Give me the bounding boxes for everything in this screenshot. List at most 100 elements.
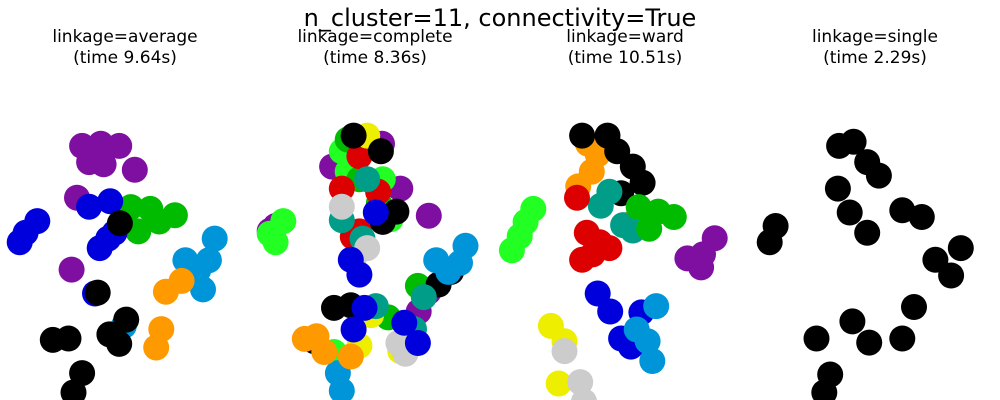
scatter-point bbox=[97, 188, 124, 215]
scatter-point bbox=[551, 338, 578, 365]
scatter-point bbox=[404, 330, 431, 356]
scatter-point bbox=[201, 225, 228, 252]
scatter-point bbox=[106, 210, 133, 237]
scatter-point bbox=[836, 199, 863, 226]
scatter-point bbox=[498, 237, 525, 264]
scatter-point bbox=[571, 388, 597, 400]
scatter-point bbox=[629, 169, 656, 196]
scatter-point bbox=[889, 325, 916, 352]
scatter-point bbox=[545, 370, 572, 397]
scatter-point bbox=[569, 122, 596, 149]
subplot-title: linkage=ward (time 10.51s) bbox=[500, 27, 750, 69]
scatter-point bbox=[856, 329, 883, 356]
subplot-title: linkage=complete (time 8.36s) bbox=[250, 27, 500, 69]
scatter-point bbox=[410, 284, 437, 311]
scatter-point bbox=[391, 309, 418, 336]
scatter-point bbox=[634, 328, 661, 355]
cluster-purple bbox=[674, 225, 728, 281]
scatter-point bbox=[415, 202, 442, 229]
scatter-point bbox=[901, 294, 927, 320]
scatter-point bbox=[195, 247, 222, 274]
subplot-complete: linkage=complete (time 8.36s) bbox=[250, 0, 500, 400]
scatter-point bbox=[447, 249, 473, 276]
scatter-point bbox=[291, 325, 318, 352]
scatter-point bbox=[24, 208, 51, 235]
scatter-point bbox=[340, 316, 367, 343]
scatter-point bbox=[190, 276, 216, 303]
scatter-point bbox=[643, 293, 670, 320]
scatter-point bbox=[824, 175, 851, 202]
scatter-point bbox=[328, 175, 355, 202]
scatter-point bbox=[354, 166, 381, 193]
scatter-point bbox=[60, 379, 87, 400]
subplot-title-linkage: linkage=single bbox=[811, 27, 938, 47]
scatter-point bbox=[690, 241, 716, 268]
scatter-point bbox=[168, 267, 195, 294]
scatter-point bbox=[328, 193, 355, 220]
scatter-point bbox=[811, 379, 838, 400]
scatter-point bbox=[840, 128, 867, 155]
scatter-point bbox=[367, 138, 394, 165]
subplot-average: linkage=average (time 9.64s) bbox=[0, 0, 250, 400]
scatter-point bbox=[569, 246, 596, 273]
scatter-point bbox=[587, 192, 614, 219]
scatter-point bbox=[351, 294, 378, 321]
scatter-point bbox=[337, 343, 364, 370]
scatter-point bbox=[84, 279, 111, 306]
scatter-point bbox=[567, 369, 594, 396]
cluster-purple bbox=[58, 130, 148, 283]
cluster-teal bbox=[587, 178, 646, 244]
scatter-point bbox=[854, 219, 881, 246]
scatter-point bbox=[865, 162, 892, 189]
scatter-point bbox=[270, 208, 297, 235]
scatter-point bbox=[6, 229, 33, 256]
scatter-point bbox=[146, 208, 173, 235]
scatter-point bbox=[660, 204, 687, 230]
scatter-point bbox=[639, 348, 666, 374]
scatter-point bbox=[143, 334, 170, 361]
scatter-point bbox=[385, 330, 412, 356]
scatter-point bbox=[596, 235, 623, 262]
cluster-sky bbox=[623, 293, 670, 374]
cluster-black bbox=[756, 128, 974, 400]
subplot-title-linkage: linkage=average bbox=[52, 27, 198, 47]
scatter-point bbox=[922, 246, 949, 273]
scatter-point bbox=[597, 298, 624, 325]
scatter-point bbox=[604, 138, 631, 165]
scatter-point bbox=[362, 199, 389, 226]
scatter-point bbox=[938, 262, 965, 289]
subplot-ward: linkage=ward (time 10.51s) bbox=[498, 0, 750, 400]
scatter-point bbox=[756, 229, 783, 256]
scatter-plot-ward bbox=[498, 122, 728, 400]
cluster-black bbox=[39, 210, 140, 400]
scatter-point bbox=[321, 294, 347, 321]
subplot-title-time: (time 2.29s) bbox=[823, 48, 927, 68]
scatter-point bbox=[76, 149, 103, 176]
subplot-title-time: (time 9.64s) bbox=[73, 48, 177, 68]
figure-suptitle: n_cluster=11, connectivity=True bbox=[303, 4, 697, 32]
subplot-single: linkage=single (time 2.29s) bbox=[750, 0, 1000, 400]
cluster-green bbox=[117, 194, 188, 245]
cluster-black bbox=[569, 122, 656, 207]
scatter-point bbox=[58, 256, 85, 283]
scatter-point bbox=[889, 197, 916, 224]
scatter-plot-complete bbox=[256, 122, 479, 400]
scatter-point bbox=[121, 156, 148, 183]
scatter-point bbox=[262, 229, 289, 256]
scatter-point bbox=[564, 184, 590, 211]
cluster-gray bbox=[551, 338, 597, 400]
subplot-title: linkage=single (time 2.29s) bbox=[750, 27, 1000, 69]
subplot-title-time: (time 10.51s) bbox=[567, 48, 683, 68]
subplot-title-linkage: linkage=complete bbox=[297, 27, 453, 47]
scatter-point bbox=[346, 143, 373, 170]
cluster-lime bbox=[498, 195, 547, 264]
cluster-sky bbox=[324, 232, 479, 400]
scatter-point bbox=[113, 306, 140, 333]
subplot-title: linkage=average (time 9.64s) bbox=[0, 27, 250, 69]
scatter-point bbox=[311, 339, 338, 365]
scatter-point bbox=[76, 193, 103, 220]
scatter-point bbox=[625, 194, 652, 221]
scatter-point bbox=[346, 261, 373, 288]
scatter-point bbox=[636, 215, 663, 242]
scatter-point bbox=[803, 325, 830, 352]
